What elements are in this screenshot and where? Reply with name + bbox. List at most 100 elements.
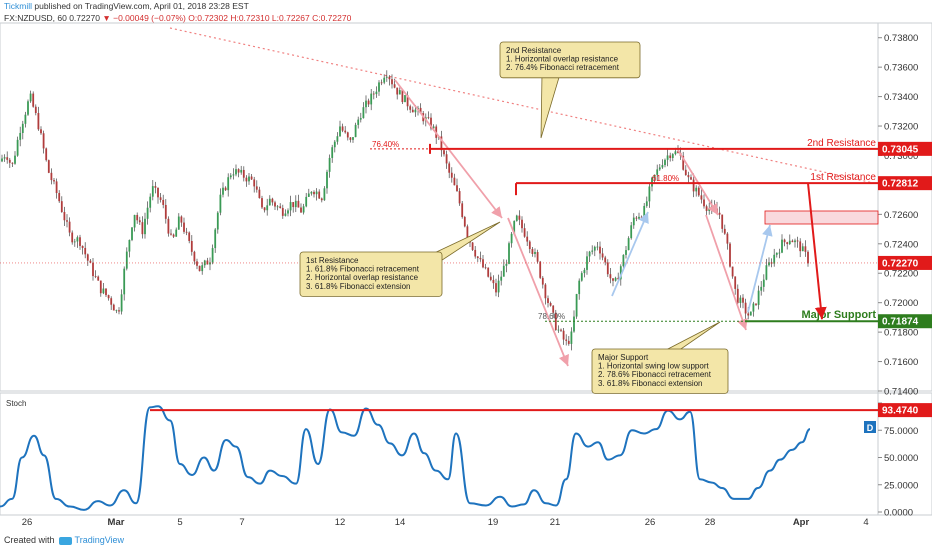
time-tick-label: Mar bbox=[108, 517, 125, 528]
bearish-candle bbox=[736, 288, 739, 303]
bearish-candle bbox=[141, 222, 144, 235]
price-tick-label: 0.72200 bbox=[884, 269, 918, 280]
tradingview-link[interactable]: TradingView bbox=[74, 535, 125, 545]
last-price-badge bbox=[878, 255, 932, 270]
stoch-d-badge bbox=[864, 421, 876, 433]
bullish-candle bbox=[781, 239, 783, 253]
bearish-candle bbox=[224, 187, 227, 191]
bearish-candle bbox=[180, 216, 183, 223]
created-with-label: Created with bbox=[4, 535, 55, 545]
bearish-candle bbox=[281, 207, 284, 216]
stoch-marker-badge bbox=[878, 403, 932, 418]
bearish-candle bbox=[536, 252, 539, 262]
bullish-candle bbox=[614, 277, 617, 281]
bullish-candle bbox=[658, 167, 661, 170]
bullish-candle bbox=[29, 93, 32, 102]
price-tick-label: 0.73800 bbox=[884, 33, 918, 44]
price-tick-label: 0.73400 bbox=[884, 92, 918, 103]
fib-level-label: 76.40% bbox=[372, 140, 399, 149]
projection-arrow-down bbox=[507, 217, 569, 367]
bullish-candle bbox=[352, 137, 354, 140]
bullish-candle bbox=[666, 155, 669, 160]
bearish-candle bbox=[89, 260, 92, 263]
bullish-candle bbox=[19, 132, 22, 140]
bearish-candle bbox=[466, 226, 469, 238]
bullish-candle bbox=[359, 118, 362, 120]
bullish-candle bbox=[762, 279, 765, 287]
time-tick-label: Apr bbox=[793, 517, 810, 528]
bearish-candle bbox=[669, 155, 672, 158]
bearish-candle bbox=[8, 159, 11, 163]
author-link[interactable]: Tickmill bbox=[4, 1, 33, 11]
bearish-candle bbox=[320, 198, 323, 201]
bullish-candle bbox=[378, 82, 380, 92]
bullish-candle bbox=[102, 288, 105, 294]
bullish-candle bbox=[674, 151, 677, 155]
resistance-zone bbox=[764, 210, 879, 225]
bullish-candle bbox=[14, 155, 16, 164]
bearish-candle bbox=[406, 95, 409, 107]
bullish-candle bbox=[414, 109, 417, 113]
bearish-candle bbox=[242, 169, 245, 178]
bearish-candle bbox=[196, 261, 198, 266]
bullish-candle bbox=[209, 262, 211, 265]
bullish-candle bbox=[645, 201, 648, 206]
bullish-candle bbox=[133, 214, 136, 228]
time-tick-label: 21 bbox=[550, 517, 561, 528]
bullish-candle bbox=[227, 177, 230, 191]
bearish-candle bbox=[609, 274, 612, 279]
bearish-candle bbox=[170, 233, 172, 235]
bearish-candle bbox=[164, 204, 167, 219]
level-label: 1st Resistance bbox=[810, 172, 876, 183]
bearish-candle bbox=[783, 239, 786, 243]
bearish-candle bbox=[565, 339, 568, 341]
bearish-candle bbox=[300, 207, 302, 213]
bearish-candle bbox=[206, 260, 209, 265]
bullish-candle bbox=[596, 246, 599, 248]
bullish-candle bbox=[749, 311, 752, 316]
stoch-line bbox=[0, 405, 811, 511]
last-price-badge-text: 0.72270 bbox=[882, 258, 919, 269]
bearish-candle bbox=[445, 154, 448, 164]
bullish-candle bbox=[583, 269, 586, 274]
price-tick-label: 0.71800 bbox=[884, 328, 918, 339]
bearish-candle bbox=[718, 212, 721, 215]
bearish-candle bbox=[560, 329, 562, 331]
stoch-title: Stoch bbox=[6, 399, 26, 408]
bearish-candle bbox=[723, 228, 726, 234]
bearish-candle bbox=[188, 232, 191, 241]
bearish-candle bbox=[349, 137, 352, 140]
bullish-candle bbox=[588, 251, 591, 257]
bearish-candle bbox=[261, 198, 263, 208]
projection-arrow-up bbox=[747, 224, 773, 313]
bullish-candle bbox=[513, 220, 516, 234]
bullish-candle bbox=[323, 188, 326, 201]
symbol-info: FX:NZDUSD, 60 0.72270 ▼ −0.00049 (−0.07%… bbox=[4, 13, 351, 23]
price-tick-label: 0.71600 bbox=[884, 357, 918, 368]
bearish-candle bbox=[162, 199, 165, 205]
bearish-candle bbox=[687, 175, 690, 178]
bearish-candle bbox=[640, 216, 643, 218]
bullish-candle bbox=[664, 159, 666, 166]
bearish-candle bbox=[190, 240, 193, 252]
bullish-candle bbox=[222, 187, 224, 195]
bearish-candle bbox=[346, 132, 349, 138]
bearish-candle bbox=[393, 84, 396, 88]
callout-line: 2. Horizontal overlap resistance bbox=[306, 273, 419, 282]
bullish-candle bbox=[201, 265, 204, 272]
bearish-candle bbox=[612, 278, 614, 281]
bullish-candle bbox=[768, 262, 770, 266]
callout-line: 2. 78.6% Fibonacci retracement bbox=[598, 370, 712, 379]
bearish-candle bbox=[479, 257, 482, 260]
bearish-candle bbox=[492, 279, 495, 284]
bullish-candle bbox=[211, 248, 214, 263]
bullish-candle bbox=[515, 215, 518, 221]
time-tick-label: 28 bbox=[705, 517, 716, 528]
bullish-candle bbox=[593, 246, 596, 251]
time-tick-label: 26 bbox=[645, 517, 656, 528]
bullish-candle bbox=[398, 90, 401, 95]
bullish-candle bbox=[235, 169, 237, 175]
bullish-candle bbox=[375, 91, 378, 95]
